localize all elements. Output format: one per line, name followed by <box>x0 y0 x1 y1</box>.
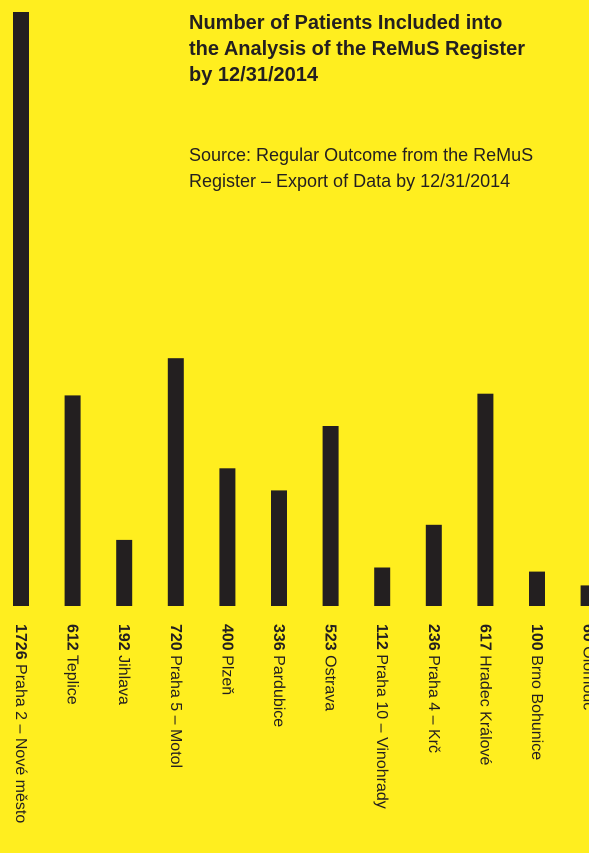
bar-category-label: Plzeň <box>219 651 236 695</box>
bar-2 <box>64 395 81 606</box>
bar-category-label: Ostrava <box>322 651 339 712</box>
bar-value-label: 1726 <box>13 624 30 660</box>
bar-label-4: 720 Praha 5 – Motol <box>167 624 184 768</box>
bar-value-label: 100 <box>529 624 546 651</box>
bar-label-3: 192 Jihlava <box>116 624 133 705</box>
bar-category-label: Praha 10 – Vinohrady <box>374 650 391 809</box>
bar-category-label: Praha 4 – Krč <box>425 651 442 753</box>
bar-label-9: 236 Praha 4 – Krč <box>425 624 442 753</box>
bar-label-5: 400 Plzeň <box>219 624 236 695</box>
bar-value-label: 60 <box>580 624 589 642</box>
bar-value-label: 523 <box>322 624 339 651</box>
bar-1 <box>13 12 29 606</box>
bar-9 <box>425 524 442 606</box>
bar-label-11: 100 Brno Bohunice <box>529 624 546 760</box>
bar-7 <box>322 426 339 606</box>
bar-8 <box>374 567 391 606</box>
bar-5 <box>219 468 236 606</box>
bar-value-label: 617 <box>477 624 494 651</box>
bar-6 <box>271 490 287 606</box>
bar-value-label: 336 <box>271 624 288 651</box>
bar-category-label: Hradec Králové <box>477 651 494 766</box>
bar-value-label: 112 <box>374 624 391 650</box>
bar-11 <box>529 571 545 606</box>
bar-3 <box>116 539 133 606</box>
bar-category-label: Praha 2 – Nové město <box>13 660 30 824</box>
bar-label-1: 1726 Praha 2 – Nové město <box>13 624 30 823</box>
bar-value-label: 400 <box>219 624 236 651</box>
bar-value-label: 612 <box>64 624 81 651</box>
bar-category-label: Brno Bohunice <box>529 651 546 761</box>
bar-category-label: Jihlava <box>116 651 133 705</box>
bar-value-label: 720 <box>167 624 184 651</box>
bar-12 <box>580 585 589 606</box>
bar-value-label: 236 <box>425 624 442 651</box>
bar-category-label: Teplice <box>64 651 81 705</box>
chart-source: Source: Regular Outcome from the ReMuS R… <box>189 145 534 191</box>
chart-title: Number of Patients Included into the Ana… <box>189 12 525 86</box>
bar-category-label: Pardubice <box>271 651 288 728</box>
bar-10 <box>477 393 494 606</box>
bar-label-7: 523 Ostrava <box>322 624 339 711</box>
bar-category-label: Praha 5 – Motol <box>167 651 184 768</box>
bar-category-label: Olomouc <box>580 642 589 710</box>
bar-label-2: 612 Teplice <box>64 624 81 705</box>
bar-label-8: 112 Praha 10 – Vinohrady <box>374 624 391 809</box>
bar-label-6: 336 Pardubice <box>271 624 288 727</box>
bar-label-12: 60 Olomouc <box>580 624 589 710</box>
bar-4 <box>167 358 184 606</box>
bar-label-10: 617 Hradec Králové <box>477 624 494 766</box>
bar-value-label: 192 <box>116 624 133 651</box>
